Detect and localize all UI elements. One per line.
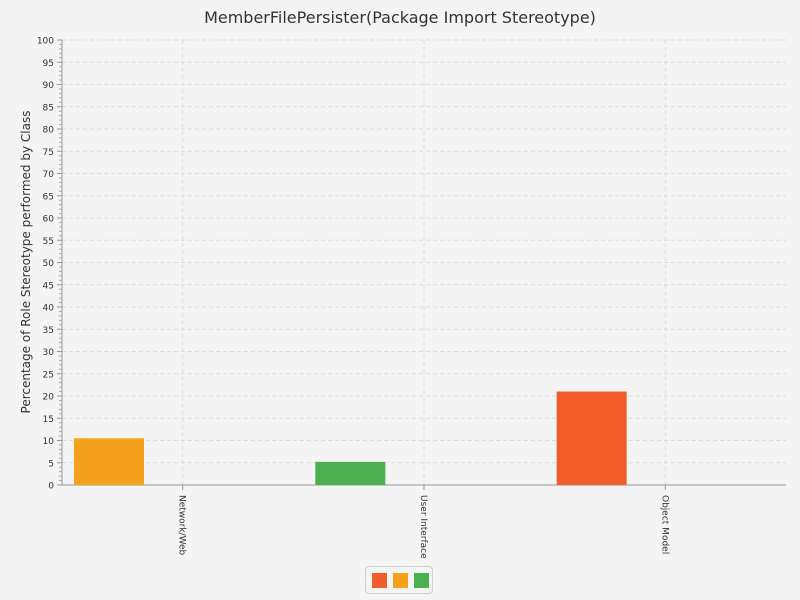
y-tick-label: 35 — [43, 326, 54, 336]
y-tick-label: 0 — [48, 482, 54, 492]
y-tick-label: 60 — [43, 215, 55, 225]
y-tick-label: 40 — [43, 304, 55, 314]
y-tick-label: 10 — [43, 437, 55, 447]
bars — [74, 391, 627, 485]
legend-swatch — [372, 573, 387, 588]
bar — [74, 438, 144, 485]
y-tick-label: 65 — [43, 192, 54, 202]
bar — [315, 461, 386, 485]
x-axis: Network/Web User Interface Object Model — [62, 484, 786, 559]
grid-lines — [62, 39, 786, 485]
x-tick-label: Object Model — [659, 495, 669, 554]
y-tick-label: 95 — [43, 59, 54, 69]
y-tick-label: 55 — [43, 237, 54, 247]
x-tick-label: User Interface — [418, 495, 428, 559]
y-axis-label: Percentage of Role Stereotype performed … — [19, 111, 33, 414]
y-tick-label: 70 — [43, 170, 55, 180]
y-axis: 0 5 10 15 20 25 30 35 40 45 50 55 60 65 70 75 80 85 90 95 10… — [37, 37, 63, 492]
y-tick-label: 90 — [43, 81, 55, 91]
y-tick-label: 75 — [43, 148, 54, 158]
y-tick-label: 25 — [43, 370, 54, 380]
y-tick-label: 5 — [48, 459, 54, 469]
y-tick-label: 100 — [37, 37, 54, 47]
bar — [556, 391, 627, 485]
legend — [365, 566, 433, 594]
y-tick-label: 50 — [43, 259, 55, 269]
y-tick-label: 15 — [43, 415, 54, 425]
x-tick-label: Network/Web — [177, 495, 187, 556]
y-tick-label: 85 — [43, 103, 54, 113]
y-tick-label: 20 — [43, 393, 55, 403]
y-tick-label: 45 — [43, 281, 54, 291]
legend-swatch — [393, 573, 408, 588]
legend-swatch — [414, 573, 429, 588]
y-tick-label: 80 — [43, 126, 55, 136]
y-tick-label: 30 — [43, 348, 55, 358]
chart-title: MemberFilePersister(Package Import Stere… — [204, 8, 596, 27]
